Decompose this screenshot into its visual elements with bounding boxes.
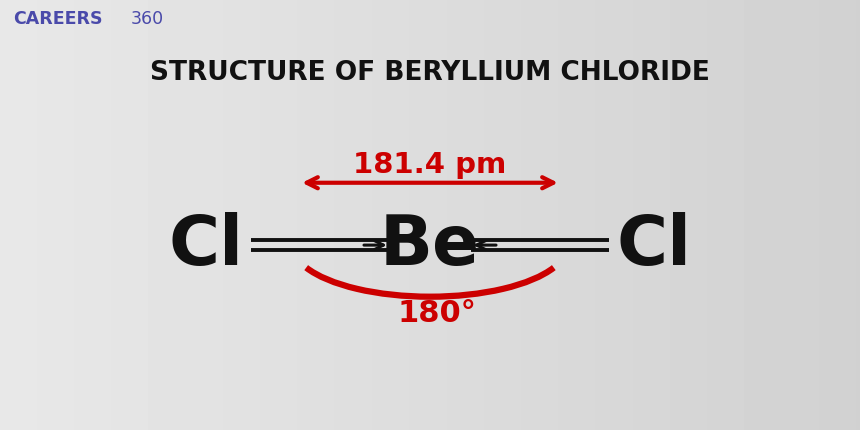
Text: 180°: 180° (397, 298, 476, 328)
Text: 360: 360 (131, 10, 164, 28)
Text: STRUCTURE OF BERYLLIUM CHLORIDE: STRUCTURE OF BERYLLIUM CHLORIDE (150, 60, 710, 86)
Text: CAREERS: CAREERS (13, 10, 102, 28)
Text: Cl: Cl (169, 212, 244, 279)
Text: 181.4 pm: 181.4 pm (353, 150, 507, 179)
Text: Be: Be (380, 212, 480, 279)
Text: Cl: Cl (616, 212, 691, 279)
